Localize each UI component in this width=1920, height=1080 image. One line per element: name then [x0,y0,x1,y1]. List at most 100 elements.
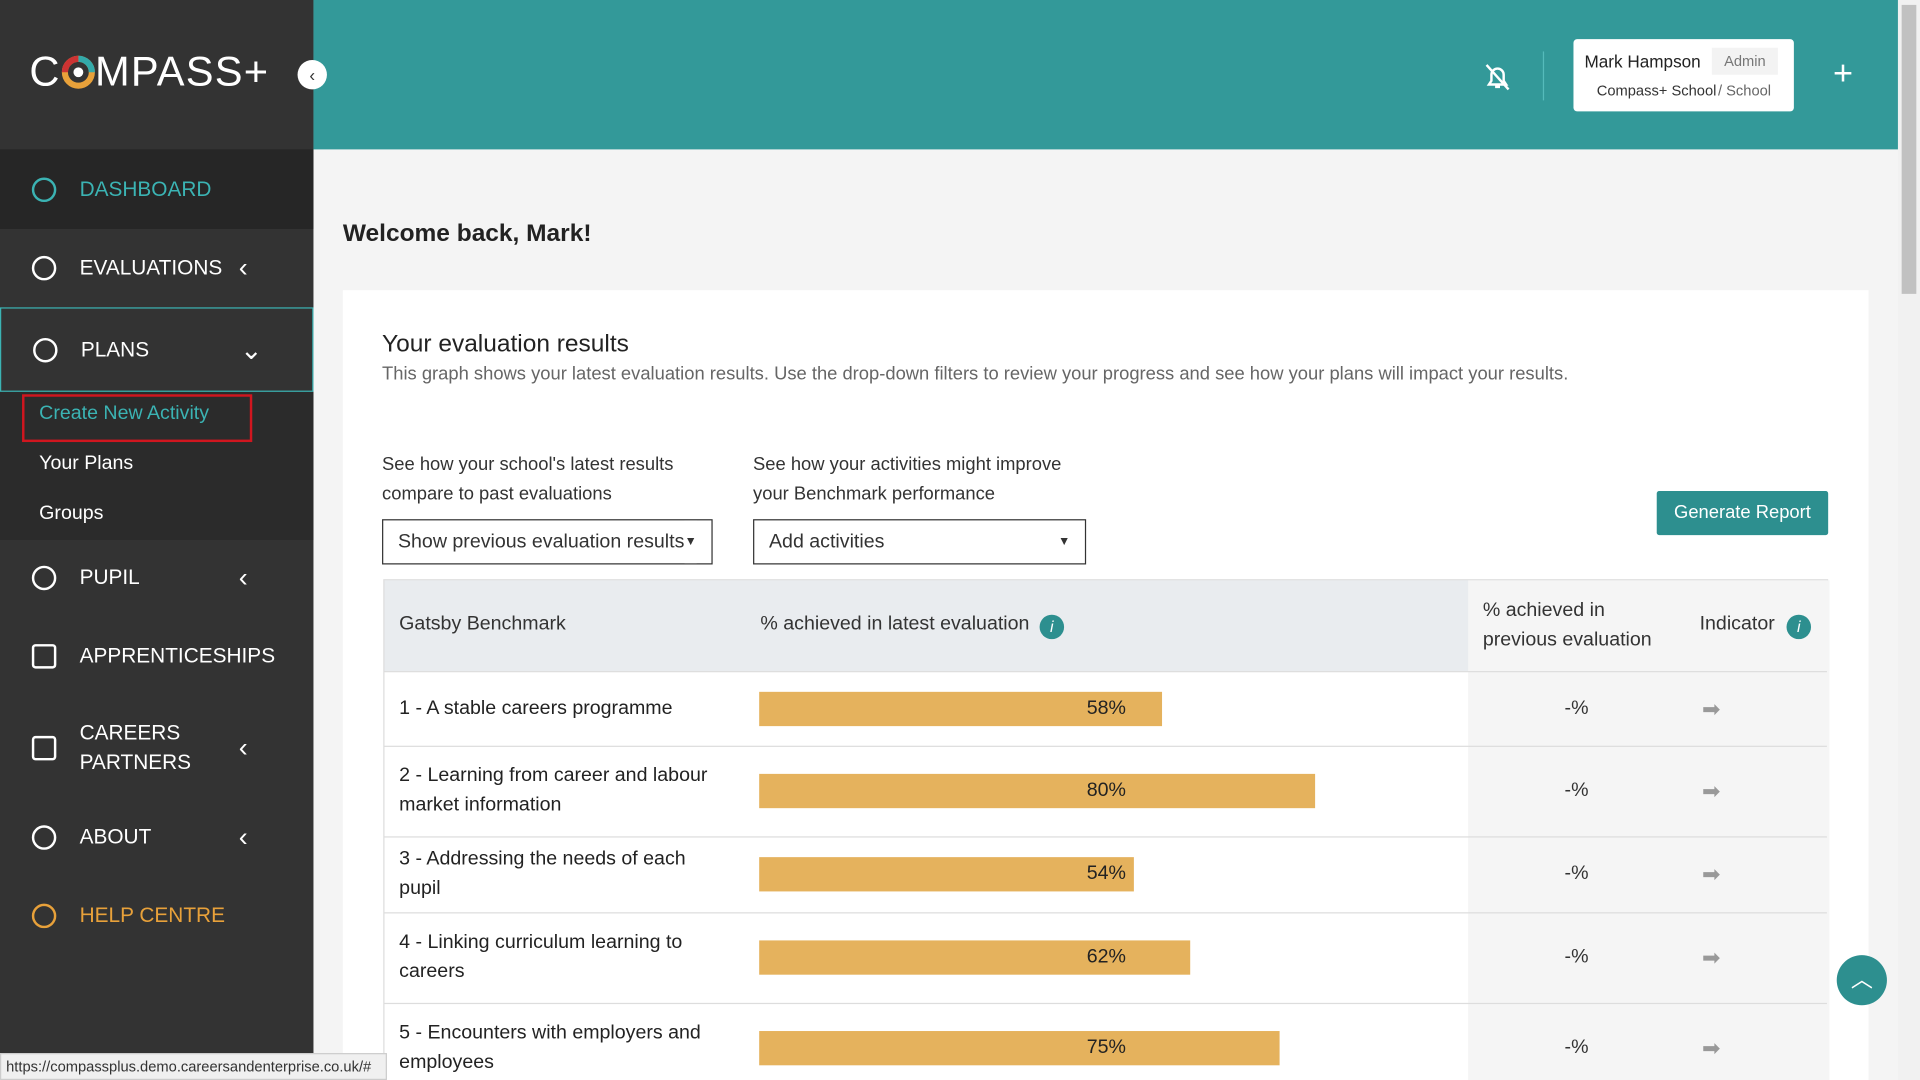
nav-icon [31,825,57,850]
benchmark: 5 - Encounters with employers and employ… [399,1022,701,1073]
column-header: Indicator [1699,613,1775,635]
bar [759,940,1190,975]
filter-label: See how your activities might improve yo… [753,454,1062,505]
filter-label: See how your school's latest results com… [382,454,674,505]
nav-label: PLANS [80,337,150,361]
school-type: / School [1717,82,1772,100]
sidebar: C MPASS+ ‹ Create New Activity Your Plans… [0,0,327,1080]
nav-arrow: ‹ [238,732,248,763]
filter-select[interactable]: Add activities ▼ [753,519,1087,565]
info-icon[interactable]: i [1039,614,1065,640]
top-bar: Mark Hampson Admin Compass+ School / Sch… [313,0,1898,150]
previous-value: -% [1564,780,1589,801]
nav-label: DASHBOARD [79,176,212,201]
submenu-item[interactable]: Groups [39,503,104,525]
nav-label: ABOUT [79,825,152,849]
nav-arrow: ‹ [238,252,248,283]
indicator-arrow: ➡ [1702,945,1721,970]
nav-arrow: ⌄ [240,333,263,365]
previous-value: -% [1564,946,1589,968]
nav-item[interactable]: HELP CENTRE [0,877,313,955]
select-value: Add activities [768,531,885,553]
scroll-top-button[interactable]: ︿ [1836,955,1887,1006]
user-card[interactable]: Mark Hampson Admin Compass+ School / Sch… [1573,39,1794,112]
card-title: Your evaluation results [382,330,629,358]
add-button[interactable]: + [1833,53,1854,92]
nav-icon [31,735,57,761]
submenu-item[interactable]: Your Plans [39,453,134,474]
nav-label: CAREERS PARTNERS [79,721,192,774]
bar-label: 54% [1086,863,1126,885]
generate-report-button[interactable]: Generate Report [1656,491,1829,536]
logo-text: MPASS+ [94,48,270,96]
logo-text: C [29,48,61,96]
nav-item[interactable]: CAREERS PARTNERS ‹ [0,696,313,801]
bar-label: 80% [1086,780,1126,801]
previous-value: -% [1564,697,1589,719]
bar [759,691,1162,726]
welcome: Welcome back, Mark! [342,220,592,248]
nav-icon [31,903,57,929]
card: Your evaluation results This graph shows… [342,290,1869,1080]
indicator-arrow: ➡ [1702,862,1721,887]
previous-column [1468,580,1830,1080]
bar-label: 58% [1086,697,1126,719]
column-header: Gatsby Benchmark [399,613,566,635]
logo-icon [61,55,95,89]
indicator-arrow: ➡ [1702,1035,1721,1061]
nav-item[interactable]: EVALUATIONS ‹ [0,229,313,307]
nav-item[interactable]: PUPIL ‹ [0,540,313,616]
bar-label: 62% [1086,946,1126,968]
previous-value: -% [1564,1037,1589,1058]
nav-label: APPRENTICESHIPS [79,644,276,668]
benchmark: 4 - Linking curriculum learning to caree… [399,931,683,983]
nav-item[interactable]: DASHBOARD [0,149,314,229]
row-divider [384,836,1827,838]
row-divider [384,671,1827,673]
nav-label: HELP CENTRE [79,903,225,927]
nav-arrow: ‹ [238,562,248,593]
row-divider [384,912,1827,914]
user-role: Admin [1711,47,1778,75]
bar [759,773,1315,809]
nav-arrow: ‹ [238,821,248,853]
benchmark: 2 - Learning from career and labour mark… [399,765,708,816]
filter-select[interactable]: Show previous evaluation results ▼ [382,519,713,565]
indicator-arrow: ➡ [1702,778,1721,804]
bar-label: 75% [1086,1037,1126,1058]
nav-label: PUPIL [79,565,140,589]
benchmark: 1 - A stable careers programme [399,697,673,719]
notification-icon[interactable] [1482,61,1514,93]
bar [759,857,1135,892]
logo: C MPASS+ [29,49,269,97]
scroll-thumb[interactable] [1901,4,1917,294]
collapse-button[interactable]: ‹ [297,60,327,90]
card-description: This graph shows your latest evaluation … [382,363,1569,385]
submenu-item[interactable]: Create New Activity [39,402,210,424]
results-table: Gatsby Benchmark % achieved in latest ev… [383,579,1830,1080]
column-header: % achieved in previous evaluation [1482,600,1652,651]
info-icon[interactable]: i [1786,614,1812,640]
nav-item[interactable]: ABOUT ‹ [0,798,313,876]
column-header: % achieved in latest evaluation [760,613,1030,635]
nav-icon [31,255,57,281]
nav-icon [31,176,57,202]
nav-icon [33,337,58,362]
benchmark: 3 - Addressing the needs of each pupil [399,848,686,899]
school-name: Compass+ School [1596,82,1717,100]
nav-item[interactable]: APPRENTICESHIPS [0,617,313,695]
bar [759,1031,1280,1066]
row-divider [384,1002,1827,1005]
nav-icon [31,565,57,591]
previous-value: -% [1564,863,1589,885]
status-bar: https://compassplus.demo.careersandenter… [0,1053,387,1080]
nav-item[interactable]: PLANS ⌄ [0,307,314,392]
user-name: Mark Hampson [1584,51,1701,72]
indicator-arrow: ➡ [1702,696,1721,721]
select-value: Show previous evaluation results [397,531,685,553]
scrollbar[interactable] [1897,0,1920,1080]
nav-icon [31,644,57,669]
highlight-box [22,394,253,443]
